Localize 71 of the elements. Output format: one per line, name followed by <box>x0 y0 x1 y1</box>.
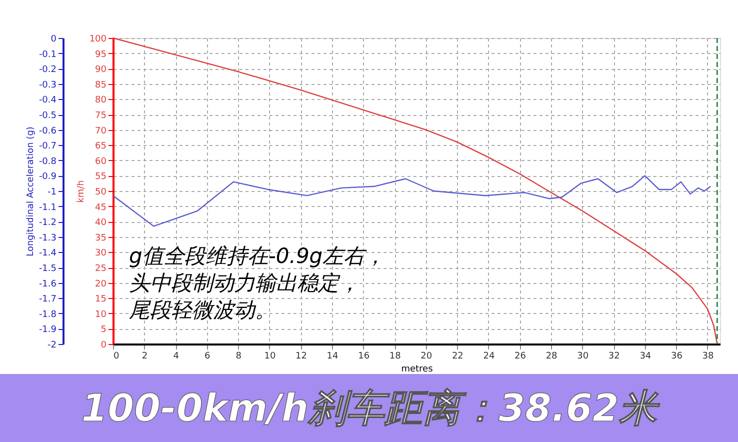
x-tick-label: 2 <box>142 352 148 362</box>
y2-tick-label: -0.7 <box>38 142 56 152</box>
y2-tick-label: -0.5 <box>38 111 56 121</box>
line-series <box>112 37 718 345</box>
y-tick-label: 15 <box>95 294 106 305</box>
y2-tick-label: -1.7 <box>38 294 56 305</box>
x-tick-label: 8 <box>236 352 242 362</box>
x-tick-label: 24 <box>483 352 495 362</box>
y2-tick-label: -1.2 <box>38 218 56 228</box>
y2-tick-label: -1.4 <box>38 248 57 259</box>
x-tick-label: 10 <box>264 352 276 362</box>
y-tick-label: 20 <box>95 279 107 290</box>
line-series <box>112 175 712 227</box>
x-tick-label: 16 <box>358 352 370 362</box>
y2-tick-label: -0.3 <box>38 80 56 90</box>
y-tick-label: 50 <box>95 188 107 198</box>
y-tick-label: 80 <box>95 96 107 106</box>
y2-tick-label: -1.6 <box>38 279 57 290</box>
x-tick-label: 0 <box>114 352 120 362</box>
y-tick-label: 55 <box>95 172 106 182</box>
y-tick-label: 0 <box>100 340 107 350</box>
x-tick-label: 22 <box>452 352 464 362</box>
y2-tick-label: -0.4 <box>38 96 57 106</box>
y2-tick-label: -1.8 <box>38 310 57 320</box>
x-tick-label: 38 <box>702 352 714 362</box>
x-tick-label: 32 <box>608 352 620 362</box>
y-tick-label: 65 <box>95 142 106 152</box>
y-tick-label: 35 <box>95 233 106 244</box>
y-tick-label: 90 <box>95 65 107 76</box>
x-axis-title: metres <box>401 364 434 374</box>
y-tick-label: 70 <box>95 126 107 136</box>
y2-tick-label: -1 <box>48 188 56 198</box>
y2-tick-label: -1.9 <box>38 325 57 336</box>
y-tick-label: 75 <box>95 111 106 121</box>
y-tick-label: 45 <box>95 202 106 213</box>
x-tick-label: 34 <box>640 352 652 362</box>
y-tick-label: 95 <box>95 50 106 60</box>
y2-axis-title: Longitudinal Acceleration (g) <box>26 126 36 256</box>
y-tick-label: 5 <box>100 325 106 336</box>
y-tick-label: 85 <box>95 80 106 90</box>
y-tick-label: 25 <box>95 264 106 274</box>
x-tick-label: 14 <box>326 352 339 362</box>
x-tick-label: 28 <box>546 352 558 362</box>
x-tick-label: 30 <box>577 352 589 362</box>
y-axis-title: km/h <box>76 180 86 203</box>
annotation: 头中段制动力输出稳定， <box>129 271 360 295</box>
y-tick-label: 30 <box>95 248 107 259</box>
x-tick-label: 6 <box>204 352 210 362</box>
annotation: g值全段维持在-0.9g左右， <box>129 244 386 268</box>
y-tick-label: 40 <box>95 218 107 228</box>
annotation: 尾段轻微波动。 <box>129 298 276 322</box>
y2-tick-label: -2 <box>48 340 56 350</box>
y2-tick-label: -0.1 <box>38 50 56 60</box>
y2-tick-label: -0.9 <box>38 172 57 182</box>
y2-tick-label: -0.6 <box>38 126 57 136</box>
y2-tick-label: -0.2 <box>38 65 56 76</box>
x-tick-label: 12 <box>296 352 307 362</box>
x-tick-label: 36 <box>670 352 683 362</box>
y-tick-label: 60 <box>95 156 107 167</box>
x-tick-label: 18 <box>389 352 402 362</box>
y2-tick-label: -0.8 <box>38 156 57 167</box>
y2-tick-label: -1.1 <box>38 202 56 213</box>
text: 100-0km/h刹车距离：38.62米 <box>81 386 661 430</box>
y-tick-label: 100 <box>89 34 107 44</box>
y2-tick-label: -1.3 <box>38 233 56 244</box>
x-tick-label: 26 <box>514 352 526 362</box>
y2-tick-label: -1.5 <box>38 264 56 274</box>
x-tick-label: 4 <box>173 352 180 362</box>
y-tick-label: 10 <box>95 310 107 320</box>
y2-tick-label: 0 <box>50 34 57 44</box>
x-tick-label: 20 <box>420 352 432 362</box>
